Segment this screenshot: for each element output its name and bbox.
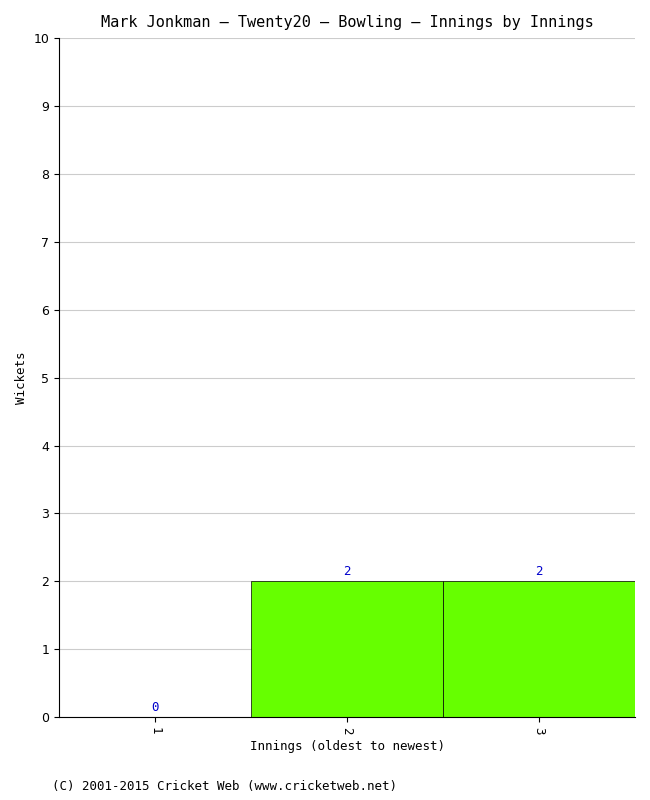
Title: Mark Jonkman – Twenty20 – Bowling – Innings by Innings: Mark Jonkman – Twenty20 – Bowling – Inni…: [101, 15, 593, 30]
X-axis label: Innings (oldest to newest): Innings (oldest to newest): [250, 740, 445, 753]
Bar: [443, 582, 635, 718]
Text: 2: 2: [343, 565, 351, 578]
Bar: [251, 582, 443, 718]
Text: 2: 2: [536, 565, 543, 578]
Text: 0: 0: [151, 701, 159, 714]
Text: (C) 2001-2015 Cricket Web (www.cricketweb.net): (C) 2001-2015 Cricket Web (www.cricketwe…: [52, 781, 397, 794]
Y-axis label: Wickets: Wickets: [15, 351, 28, 404]
